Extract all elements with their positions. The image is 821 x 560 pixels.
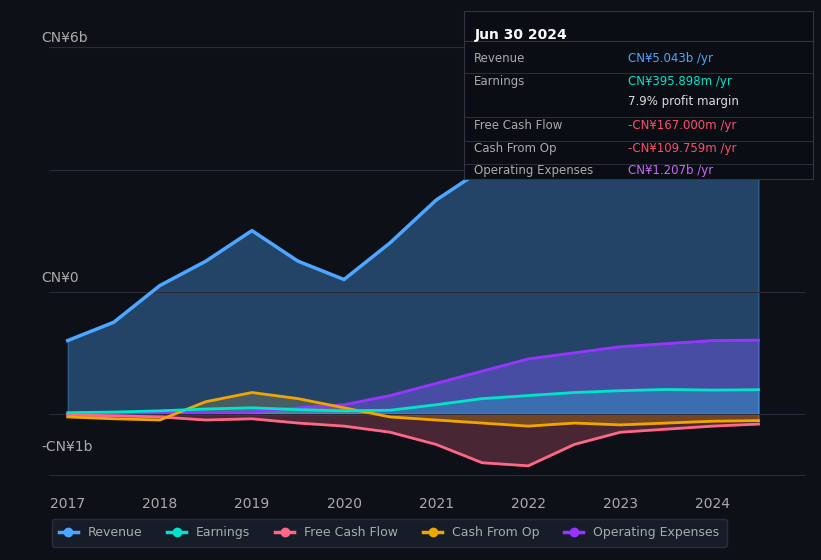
Text: 7.9% profit margin: 7.9% profit margin — [628, 95, 739, 109]
Text: CN¥6b: CN¥6b — [42, 31, 89, 45]
Text: CN¥5.043b /yr: CN¥5.043b /yr — [628, 52, 713, 65]
Text: Earnings: Earnings — [475, 75, 525, 88]
Text: -CN¥109.759m /yr: -CN¥109.759m /yr — [628, 142, 736, 156]
Text: Free Cash Flow: Free Cash Flow — [475, 119, 562, 132]
Text: Jun 30 2024: Jun 30 2024 — [475, 28, 567, 42]
Text: Revenue: Revenue — [475, 52, 525, 65]
Text: CN¥1.207b /yr: CN¥1.207b /yr — [628, 164, 713, 178]
Text: CN¥395.898m /yr: CN¥395.898m /yr — [628, 75, 732, 88]
Text: CN¥0: CN¥0 — [42, 271, 80, 285]
Legend: Revenue, Earnings, Free Cash Flow, Cash From Op, Operating Expenses: Revenue, Earnings, Free Cash Flow, Cash … — [52, 519, 727, 547]
Text: Operating Expenses: Operating Expenses — [475, 164, 594, 178]
Text: -CN¥167.000m /yr: -CN¥167.000m /yr — [628, 119, 736, 132]
Text: Cash From Op: Cash From Op — [475, 142, 557, 156]
Text: -CN¥1b: -CN¥1b — [42, 440, 94, 454]
